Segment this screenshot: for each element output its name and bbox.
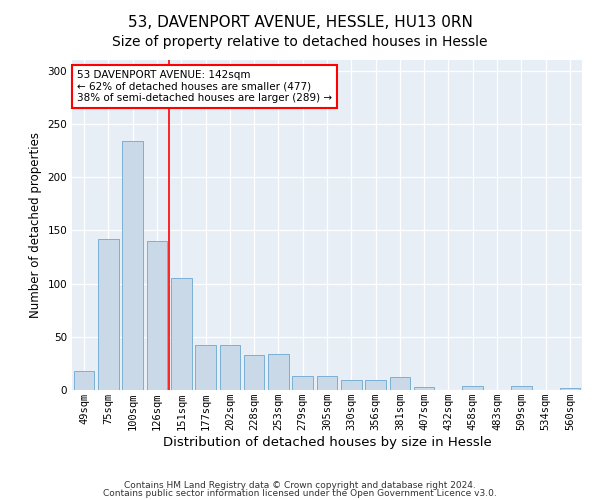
Bar xyxy=(122,141,143,390)
Text: Contains HM Land Registry data © Crown copyright and database right 2024.: Contains HM Land Registry data © Crown c… xyxy=(124,481,476,490)
Bar xyxy=(414,387,434,390)
Text: Size of property relative to detached houses in Hessle: Size of property relative to detached ho… xyxy=(112,35,488,49)
Bar xyxy=(317,376,337,390)
Text: 53 DAVENPORT AVENUE: 142sqm
← 62% of detached houses are smaller (477)
38% of se: 53 DAVENPORT AVENUE: 142sqm ← 62% of det… xyxy=(77,70,332,103)
Bar xyxy=(220,346,240,390)
Bar xyxy=(511,386,532,390)
Bar xyxy=(560,388,580,390)
Text: 53, DAVENPORT AVENUE, HESSLE, HU13 0RN: 53, DAVENPORT AVENUE, HESSLE, HU13 0RN xyxy=(128,15,472,30)
Bar xyxy=(195,346,216,390)
Bar xyxy=(244,355,265,390)
Bar xyxy=(268,354,289,390)
Bar xyxy=(292,376,313,390)
Bar xyxy=(389,377,410,390)
Bar xyxy=(463,386,483,390)
Text: Contains public sector information licensed under the Open Government Licence v3: Contains public sector information licen… xyxy=(103,488,497,498)
Bar xyxy=(74,371,94,390)
Bar xyxy=(341,380,362,390)
X-axis label: Distribution of detached houses by size in Hessle: Distribution of detached houses by size … xyxy=(163,436,491,449)
Bar xyxy=(146,241,167,390)
Bar xyxy=(365,380,386,390)
Bar xyxy=(171,278,191,390)
Y-axis label: Number of detached properties: Number of detached properties xyxy=(29,132,42,318)
Bar xyxy=(98,239,119,390)
